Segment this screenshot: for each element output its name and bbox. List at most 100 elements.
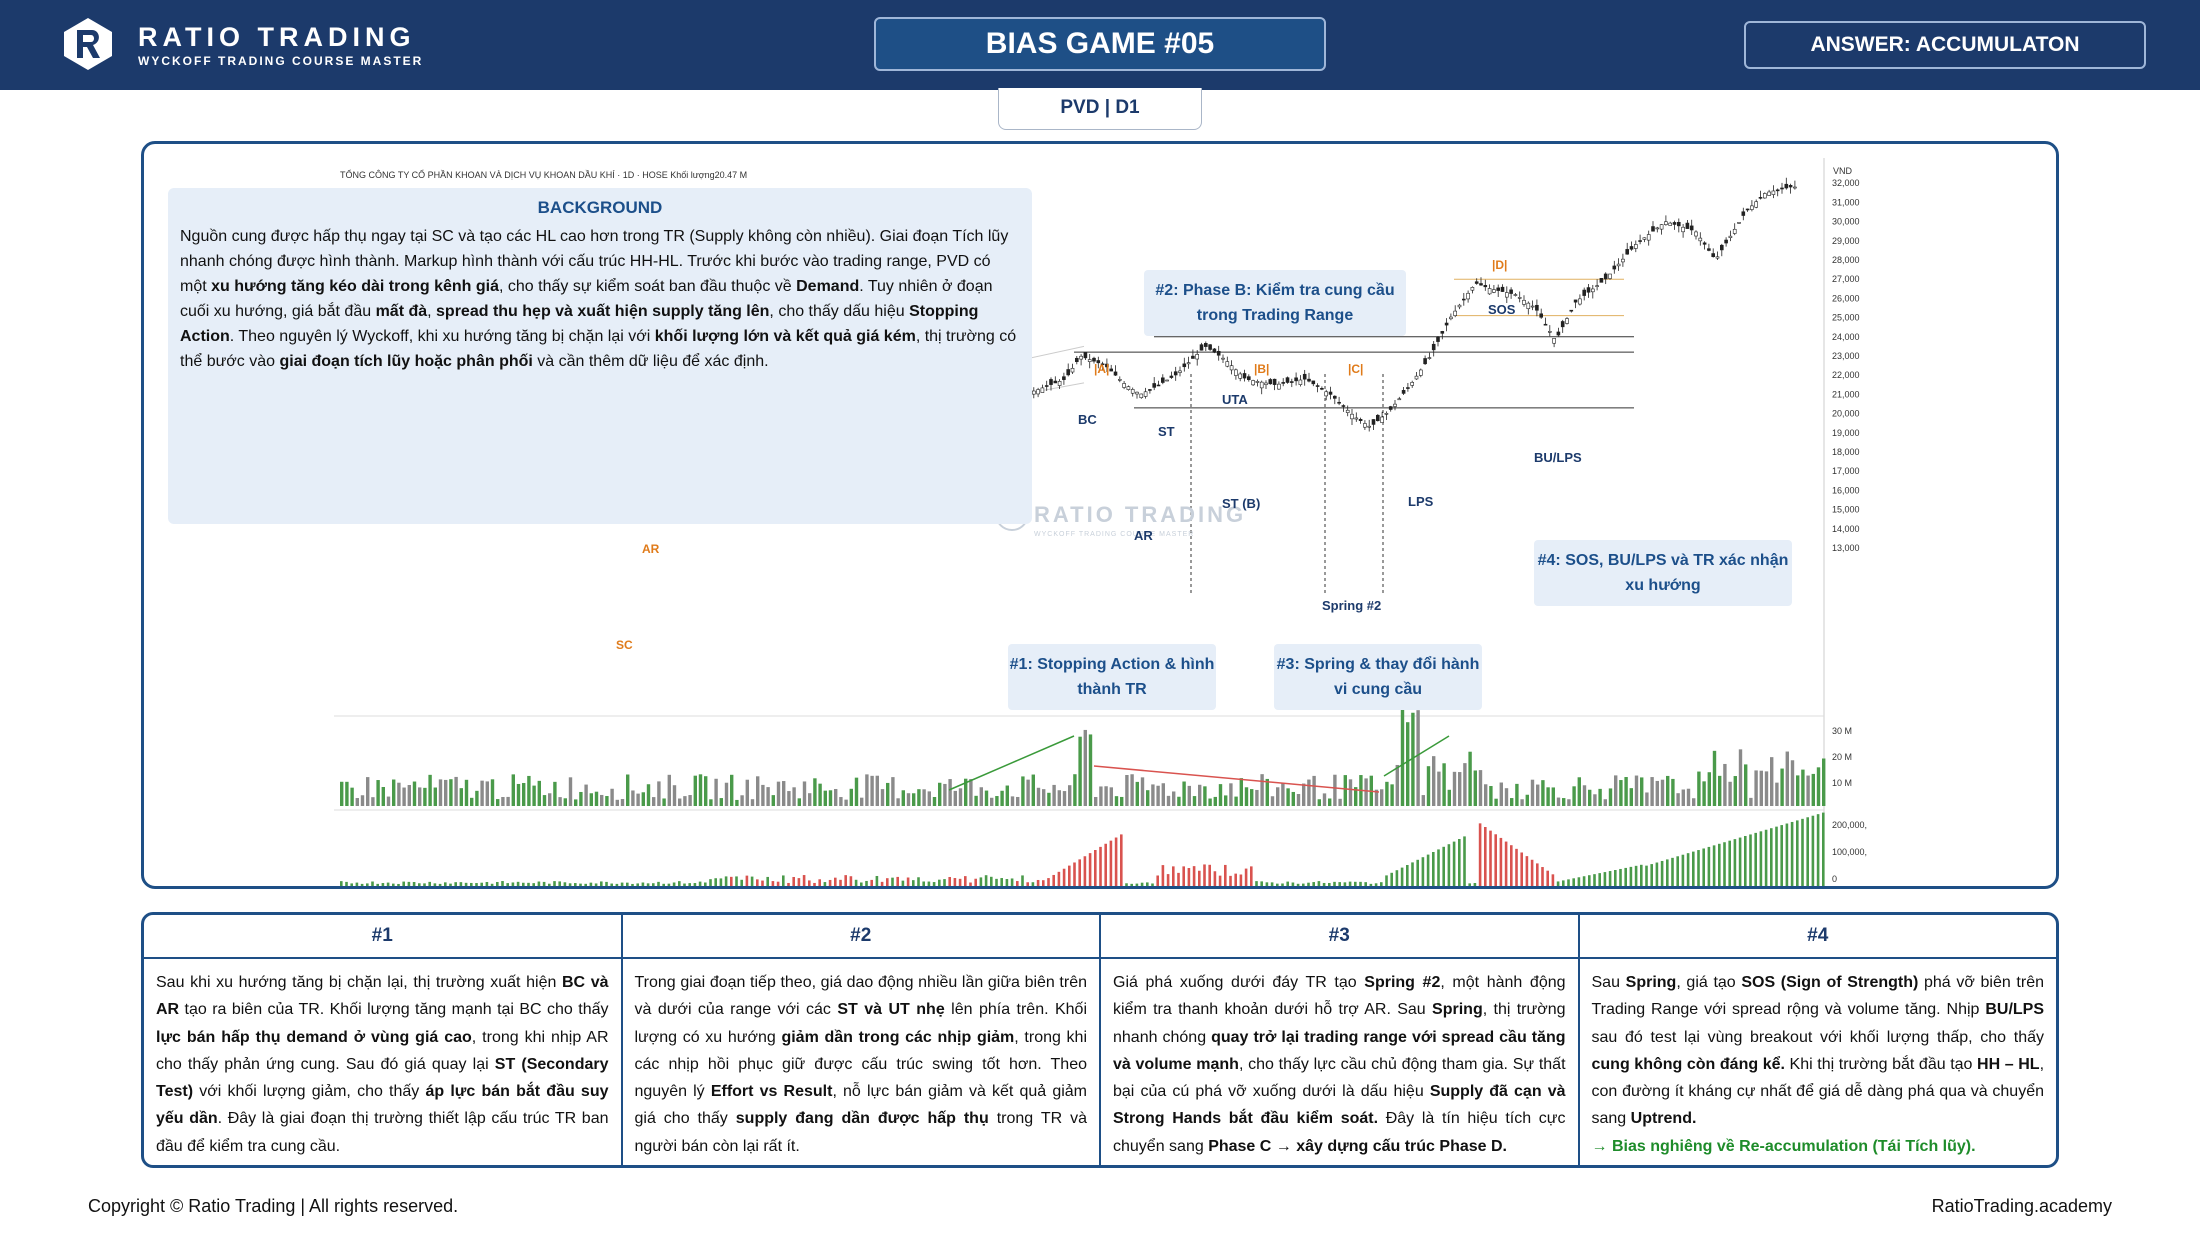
answer-button[interactable]: ANSWER: ACCUMULATON	[1744, 21, 2146, 69]
label-spring-2: Spring #2	[1322, 598, 1382, 613]
volume-bar	[1213, 796, 1217, 806]
indicator-bar	[428, 881, 431, 886]
price-tick-label: 31,000	[1832, 197, 1860, 207]
volume-bar	[1333, 774, 1337, 806]
indicator-bar	[548, 883, 551, 886]
indicator-bar	[646, 883, 650, 886]
candle-body	[1208, 344, 1212, 350]
candle-body	[1087, 359, 1092, 362]
indicator-bar	[1629, 866, 1633, 886]
candle-body	[1384, 413, 1389, 415]
indicator-bar	[657, 881, 660, 886]
candle-body	[1745, 208, 1750, 211]
indicator-bar	[750, 876, 754, 886]
indicator-bar	[1135, 883, 1139, 886]
indicator-bar	[1073, 862, 1076, 886]
candle-body	[1431, 343, 1436, 351]
indicator-bar	[1525, 856, 1529, 886]
indicator-bar	[761, 880, 764, 886]
volume-bar	[1510, 798, 1514, 806]
indicator-bar	[1000, 878, 1003, 886]
candle-body	[1664, 221, 1668, 225]
volume-bar	[891, 777, 895, 806]
volume-bar	[1021, 776, 1025, 806]
candle-body	[1320, 388, 1324, 390]
indicator-bar	[1385, 875, 1388, 886]
indicator-bar	[1203, 864, 1206, 886]
volume-bar	[449, 779, 453, 806]
candle-body	[1199, 344, 1204, 351]
indicator-bar	[1463, 836, 1466, 886]
volume-bar	[1816, 767, 1821, 806]
volume-bar	[1764, 771, 1769, 806]
indicator-bar	[1244, 868, 1248, 886]
candle-body	[1160, 377, 1165, 383]
indicator-bar	[1198, 870, 1201, 886]
candle-body	[1414, 375, 1419, 380]
candle-body	[1775, 189, 1780, 192]
indicator-bar	[381, 883, 385, 886]
price-tick-label: 14,000	[1832, 524, 1860, 534]
volume-bar	[1442, 763, 1446, 806]
indicator-bar	[1697, 850, 1700, 886]
indicator-bar	[1499, 837, 1503, 886]
volume-bar	[771, 795, 775, 806]
indicator-bar	[953, 878, 957, 886]
volume-bar	[797, 798, 801, 806]
indicator-bar	[1005, 879, 1009, 886]
volume-bar	[1681, 789, 1685, 806]
volume-bar	[1671, 778, 1675, 806]
volume-bar	[1005, 785, 1009, 806]
indicator-bar	[969, 882, 972, 886]
indicator-bar	[1458, 839, 1461, 886]
candle-body	[1698, 237, 1703, 242]
volume-bar	[1660, 779, 1665, 806]
candle-body	[1677, 221, 1681, 227]
candle-body	[1053, 380, 1058, 384]
candle-body	[1603, 273, 1608, 280]
candle-body	[1668, 222, 1672, 226]
indicator-bar	[1718, 843, 1721, 886]
volume-bar	[1166, 795, 1171, 806]
volume-bar	[1504, 788, 1509, 806]
volume-bar	[1047, 792, 1051, 806]
indicator-bar	[870, 879, 873, 886]
indicator-bar	[1406, 865, 1409, 886]
candle-body	[1371, 419, 1376, 425]
indicator-bar	[1130, 883, 1133, 886]
label-uta: UTA	[1222, 392, 1248, 407]
volume-bar	[1270, 796, 1275, 806]
site-link[interactable]: RatioTrading.academy	[1931, 1196, 2112, 1216]
volume-bar	[1042, 789, 1046, 806]
volume-bar	[1244, 787, 1249, 806]
volume-bar	[1447, 789, 1451, 806]
volume-bar	[828, 790, 833, 806]
volume-bar	[646, 784, 651, 806]
indicator-bar	[1676, 856, 1679, 886]
indicator-bar	[1432, 852, 1435, 886]
volume-bar	[901, 790, 905, 806]
indicator-bar	[1343, 882, 1347, 886]
indicator-bar	[672, 882, 676, 886]
indicator-bar	[1026, 882, 1029, 886]
volume-bar	[1062, 791, 1067, 806]
volume-bar	[1390, 784, 1394, 806]
volume-bar	[698, 774, 703, 806]
candle-body	[1496, 287, 1500, 291]
volume-bar	[350, 787, 354, 806]
volume-bar	[1312, 775, 1316, 806]
indicator-bar	[719, 878, 723, 886]
indicator-bar	[376, 883, 379, 886]
indicator-bar	[1764, 829, 1768, 886]
indicator-bar	[553, 881, 556, 886]
indicator-bar	[412, 882, 416, 886]
volume-bar	[423, 787, 427, 806]
volume-bar	[1073, 774, 1077, 806]
indicator-bar	[464, 882, 468, 886]
indicator-bar	[1494, 834, 1497, 886]
volume-bar	[948, 779, 952, 806]
price-tick-label: 30,000	[1832, 217, 1860, 227]
volume-bar	[1218, 784, 1223, 806]
candle-body	[1109, 368, 1114, 372]
label-st-b: ST (B)	[1222, 496, 1261, 511]
